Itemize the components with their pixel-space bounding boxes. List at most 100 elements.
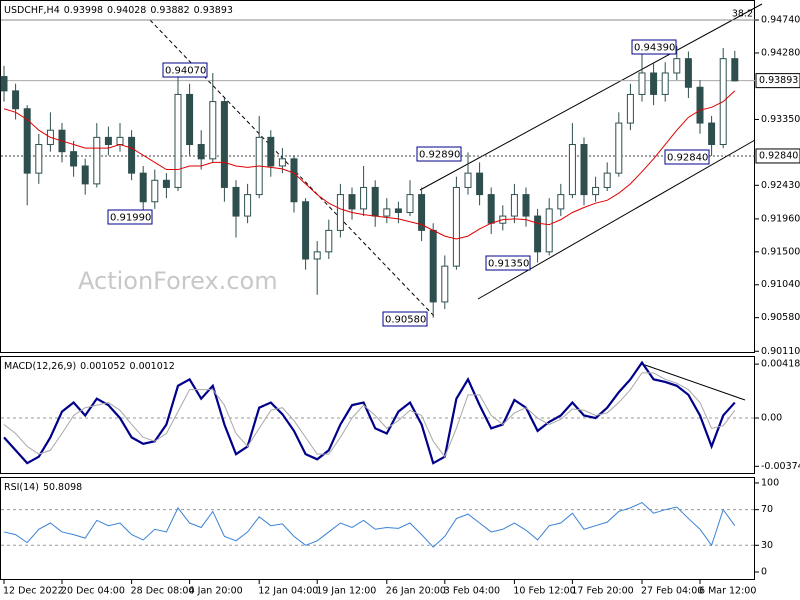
candle-body xyxy=(592,186,600,196)
candle-body xyxy=(557,194,565,210)
y-tick-label: 0.90580 xyxy=(761,312,800,323)
candles xyxy=(0,45,739,318)
x-tick-label: 12 Jan 04:00 xyxy=(258,586,318,597)
x-tick-label: 6 Mar 12:00 xyxy=(699,586,756,597)
candle-body xyxy=(12,90,20,110)
candle-body xyxy=(197,144,205,160)
candle-body xyxy=(139,172,147,203)
candle-body xyxy=(452,186,460,267)
candle-body xyxy=(661,72,669,95)
candle-body xyxy=(615,122,623,174)
indicator-line xyxy=(3,501,736,548)
header-value: 50.8098 xyxy=(43,482,82,493)
x-tick-label: 3 Feb 04:00 xyxy=(444,586,500,597)
candle-body xyxy=(545,208,553,253)
annotation-label: 0.94390 xyxy=(634,43,675,54)
candle-body xyxy=(302,201,310,260)
rsi-panel xyxy=(0,477,755,580)
price-box xyxy=(755,148,800,164)
candle-body xyxy=(70,151,78,167)
annotation-box xyxy=(416,146,462,162)
candle-body xyxy=(418,194,426,231)
x-tick-label: 26 Jan 20:00 xyxy=(386,586,446,597)
annotation-box xyxy=(382,311,428,327)
annotation-label: 0.92890 xyxy=(419,150,460,161)
candle-body xyxy=(278,158,286,167)
candle-body xyxy=(464,172,472,188)
y-tick-label: -0.003744 xyxy=(761,461,800,472)
candle-body xyxy=(534,215,542,253)
x-tick-label: 19 Jan 12:00 xyxy=(316,586,376,597)
annotation-box xyxy=(631,39,677,55)
x-tick-label: 4 Jan 20:00 xyxy=(189,586,243,597)
candle-body xyxy=(220,101,228,188)
candle-body xyxy=(580,144,588,196)
panel-header: RSI(14) 50.8098 xyxy=(4,482,82,493)
indicator-name: USDCHF,H4 xyxy=(4,5,60,16)
candle-body xyxy=(104,136,112,146)
candle-body xyxy=(406,194,414,213)
candle-body xyxy=(325,229,333,253)
candle-body xyxy=(394,208,402,213)
y-tick-label: 0.91040 xyxy=(761,279,800,290)
y-tick-label: 0.93350 xyxy=(761,114,800,125)
y-tick-label: 30 xyxy=(761,540,773,551)
macd-panel xyxy=(0,356,755,474)
candle-body xyxy=(696,86,704,124)
y-tick-label: 70 xyxy=(761,504,773,515)
indicator-line xyxy=(3,360,736,465)
y-tick-label: 0.00418 xyxy=(761,359,800,370)
candle-body xyxy=(522,194,530,217)
y-tick-label: 0.92430 xyxy=(761,180,800,191)
header-value: 0.93998 xyxy=(64,5,103,16)
x-tick-label: 17 Feb 20:00 xyxy=(571,586,633,597)
y-tick-label: 0 xyxy=(761,566,767,577)
channel-upper xyxy=(419,3,763,191)
panel-header: MACD(12,26,9) 0.001052 0.001012 xyxy=(4,361,175,372)
indicator-line xyxy=(3,372,736,458)
candle-body xyxy=(313,251,321,260)
candle-body xyxy=(510,194,518,217)
candle-body xyxy=(232,186,240,217)
annotation-label: 0.94070 xyxy=(165,66,206,77)
candle-body xyxy=(290,158,298,203)
price-box-label: 0.92840 xyxy=(759,150,798,161)
candle-body xyxy=(186,93,194,146)
candle-body xyxy=(162,179,170,188)
candle-body xyxy=(151,179,159,203)
annotation-box xyxy=(107,209,153,225)
x-tick-label: 20 Dec 04:00 xyxy=(61,586,125,597)
y-tick-label: 0.91960 xyxy=(761,213,800,224)
candle-body xyxy=(116,136,124,146)
candle-body xyxy=(429,229,437,303)
annotation-label: 0.91350 xyxy=(488,259,529,270)
candle-body xyxy=(244,194,252,217)
price-box xyxy=(755,73,800,89)
y-tick-label: 0.91500 xyxy=(761,246,800,257)
candle-body xyxy=(603,172,611,188)
price-panel xyxy=(0,0,755,353)
y-tick-label: 0.94740 xyxy=(761,15,800,26)
candle-body xyxy=(487,194,495,224)
y-tick-label: 100 xyxy=(761,477,779,488)
candle-body xyxy=(441,265,449,303)
indicator-name: MACD(12,26,9) xyxy=(4,361,76,372)
moving-average xyxy=(3,90,736,240)
y-tick-label: 0.00 xyxy=(761,413,782,424)
candle-body xyxy=(174,93,182,188)
x-tick-label: 12 Dec 2022 xyxy=(3,586,64,597)
price-box-label: 0.93893 xyxy=(759,75,798,86)
y-tick-label: 0.94280 xyxy=(761,47,800,58)
candle-body xyxy=(476,172,484,196)
candle-body xyxy=(35,144,43,174)
x-tick-label: 28 Dec 08:00 xyxy=(131,586,195,597)
candle-body xyxy=(209,101,217,160)
candle-body xyxy=(673,58,681,74)
header-value: 0.001012 xyxy=(130,361,175,372)
header-value: 0.94028 xyxy=(107,5,146,16)
panel-header: USDCHF,H4 0.93998 0.94028 0.93882 0.93893 xyxy=(4,5,233,16)
header-value: 0.93893 xyxy=(194,5,233,16)
candle-body xyxy=(731,58,739,82)
x-tick-label: 27 Feb 04:00 xyxy=(641,586,703,597)
